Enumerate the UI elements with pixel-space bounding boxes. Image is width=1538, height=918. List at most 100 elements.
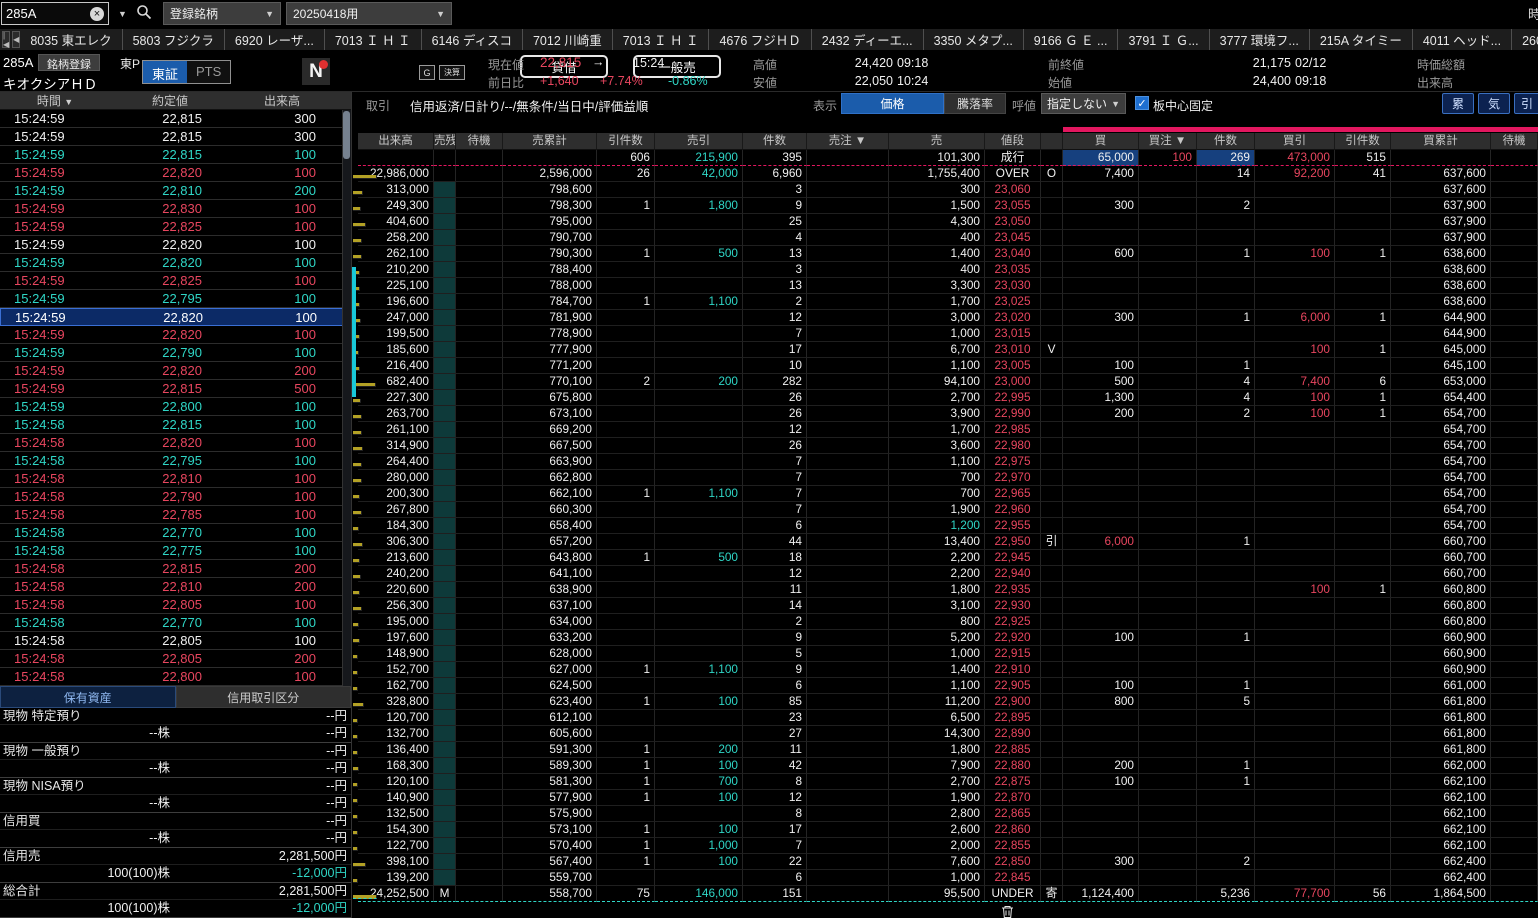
book-row[interactable]: 606 215,900 395 101,300 成行 65,000 100 26…: [358, 150, 1538, 166]
cell-sell-orders[interactable]: [807, 534, 889, 550]
cell-price[interactable]: 22,850: [985, 854, 1041, 870]
tape-row[interactable]: 15:24:59 22,795 100: [0, 290, 351, 308]
cell-buy-orders[interactable]: [1139, 614, 1197, 630]
tape-row[interactable]: 15:24:58 22,815 200: [0, 560, 351, 578]
book-row[interactable]: 306,300 657,200 44 13,400 22,950 引 6,000…: [353, 534, 1538, 550]
cell-price[interactable]: 22,860: [985, 822, 1041, 838]
tape-row[interactable]: 15:24:59 22,820 100: [0, 164, 351, 182]
cell-sell-orders[interactable]: [807, 886, 889, 902]
tape-row[interactable]: 15:24:58 22,805 100: [0, 632, 351, 650]
cell-sell-orders[interactable]: [807, 694, 889, 710]
book-row[interactable]: 185,600 777,900 17 6,700 23,010 V 100 1: [353, 342, 1538, 358]
tape-row[interactable]: 15:24:58 22,805 100: [0, 596, 351, 614]
search-button[interactable]: [136, 4, 156, 24]
cell-price[interactable]: 23,050: [985, 214, 1041, 230]
ticker-tab[interactable]: 215A タイミー: [1310, 29, 1413, 50]
cell-buy-orders[interactable]: [1139, 262, 1197, 278]
book-row[interactable]: 264,400 663,900 7 1,100 22,975: [353, 454, 1538, 470]
cell-buy-orders[interactable]: [1139, 182, 1197, 198]
tape-col-price[interactable]: 約定値: [151, 94, 188, 108]
tape-row[interactable]: 15:24:58 22,770 100: [0, 614, 351, 632]
cell-price[interactable]: 23,010: [985, 342, 1041, 358]
taishaku-button[interactable]: 貸借: [520, 55, 608, 78]
tape-row[interactable]: 15:24:59 22,800 100: [0, 398, 351, 416]
cell-buy-orders[interactable]: [1139, 518, 1197, 534]
cell-sell-orders[interactable]: [807, 342, 889, 358]
cell-buy-orders[interactable]: [1139, 742, 1197, 758]
book-row[interactable]: 262,100 790,300 1 500 13 1,400 23,040 60…: [353, 246, 1538, 262]
tape-row[interactable]: 15:24:59 22,820 100: [0, 236, 351, 254]
cell-sell-orders[interactable]: [807, 502, 889, 518]
cell-price[interactable]: 23,020: [985, 310, 1041, 326]
book-row[interactable]: 682,400 770,100 2 200 282 94,100 23,000 …: [353, 374, 1538, 390]
cell-price[interactable]: 22,870: [985, 790, 1041, 806]
cell-sell-orders[interactable]: [807, 662, 889, 678]
tape-scrollbar[interactable]: [342, 110, 351, 686]
ticker-tab[interactable]: 6146 ディスコ: [422, 29, 523, 50]
cell-price[interactable]: 22,910: [985, 662, 1041, 678]
book-row[interactable]: 216,400 771,200 10 1,100 23,005 100 1: [353, 358, 1538, 374]
cell-buy-orders[interactable]: [1139, 822, 1197, 838]
book-row[interactable]: 24,252,500 M 558,700 75 146,000 151 95,5…: [353, 886, 1538, 902]
cell-buy-orders[interactable]: [1139, 710, 1197, 726]
tape-row[interactable]: 15:24:58 22,820 100: [0, 434, 351, 452]
ticker-tab[interactable]: 6920 レーザ...: [225, 29, 325, 50]
cell-sell-orders[interactable]: [807, 806, 889, 822]
tape-row[interactable]: 15:24:58 22,810 100: [0, 470, 351, 488]
close-button[interactable]: 引: [1514, 93, 1538, 114]
cell-sell-orders[interactable]: [807, 598, 889, 614]
cell-price[interactable]: 23,035: [985, 262, 1041, 278]
tape-row[interactable]: 15:24:59 22,810 200: [0, 182, 351, 200]
cell-price[interactable]: 22,965: [985, 486, 1041, 502]
col-buy-waiting[interactable]: 待機: [1491, 133, 1538, 150]
tape-row[interactable]: 15:24:59 22,820 100: [0, 326, 351, 344]
cell-buy-orders[interactable]: [1139, 630, 1197, 646]
cell-price[interactable]: 23,005: [985, 358, 1041, 374]
cell-buy-orders[interactable]: [1139, 646, 1197, 662]
tape-row[interactable]: 15:24:58 22,815 100: [0, 416, 351, 434]
cell-price[interactable]: 22,875: [985, 774, 1041, 790]
cell-sell-orders[interactable]: [807, 246, 889, 262]
cell-sell-orders[interactable]: [807, 646, 889, 662]
cell-sell-orders[interactable]: [807, 566, 889, 582]
cell-sell-orders[interactable]: [807, 854, 889, 870]
cell-buy-orders[interactable]: [1139, 838, 1197, 854]
tape-row[interactable]: 15:24:59 22,830 100: [0, 200, 351, 218]
cell-buy-orders[interactable]: [1139, 758, 1197, 774]
cell-buy-orders[interactable]: [1139, 662, 1197, 678]
book-row[interactable]: 263,700 673,100 26 3,900 22,990 200 2 10…: [353, 406, 1538, 422]
cell-buy-orders[interactable]: [1139, 358, 1197, 374]
tape-row[interactable]: 15:24:58 22,795 100: [0, 452, 351, 470]
col-sell-qty[interactable]: 売: [889, 133, 985, 150]
view-rate-button[interactable]: 騰落率: [944, 93, 1006, 114]
col-buy-qty[interactable]: 買: [1063, 133, 1139, 150]
symbol-search-box[interactable]: 285A ×: [1, 2, 109, 25]
cell-buy-orders[interactable]: [1139, 790, 1197, 806]
book-row[interactable]: 132,500 575,900 8 2,800 22,865: [353, 806, 1538, 822]
col-price[interactable]: 値段: [985, 133, 1041, 150]
cell-price[interactable]: 22,885: [985, 742, 1041, 758]
ticker-tab[interactable]: 3777 環境フ...: [1210, 29, 1310, 50]
ticker-tab[interactable]: 7012 川崎重: [523, 29, 613, 50]
cell-buy-orders[interactable]: [1139, 598, 1197, 614]
cell-buy-orders[interactable]: [1139, 886, 1197, 902]
cell-price[interactable]: 22,845: [985, 870, 1041, 886]
tape-row[interactable]: 15:24:59 22,815 100: [0, 146, 351, 164]
cell-price[interactable]: 23,040: [985, 246, 1041, 262]
cell-price[interactable]: 23,045: [985, 230, 1041, 246]
cell-price[interactable]: 22,915: [985, 646, 1041, 662]
cell-sell-orders[interactable]: [807, 758, 889, 774]
symbol-dropdown-caret-icon[interactable]: ▼: [118, 9, 127, 19]
cell-price[interactable]: 22,940: [985, 566, 1041, 582]
book-row[interactable]: 258,200 790,700 4 400 23,045: [353, 230, 1538, 246]
cell-sell-orders[interactable]: [807, 486, 889, 502]
ticker-tab[interactable]: 4011 ヘッド...: [1413, 29, 1513, 50]
cell-sell-orders[interactable]: [807, 230, 889, 246]
book-row[interactable]: 240,200 641,100 12 2,200 22,940: [353, 566, 1538, 582]
cell-sell-orders[interactable]: [807, 182, 889, 198]
cell-buy-orders[interactable]: [1139, 166, 1197, 182]
tape-row[interactable]: 15:24:58 22,810 200: [0, 578, 351, 596]
cell-sell-orders[interactable]: [807, 454, 889, 470]
cell-buy-orders[interactable]: [1139, 806, 1197, 822]
tape-row[interactable]: 15:24:58 22,805 200: [0, 650, 351, 668]
